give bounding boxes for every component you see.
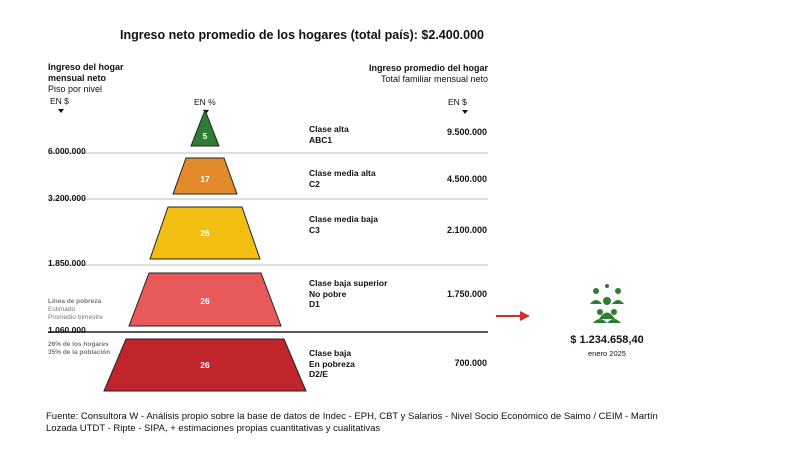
level-shape-4 — [128, 272, 282, 327]
level-name-4-line1: Clase baja superior — [309, 278, 388, 288]
level-shape-2 — [172, 157, 238, 195]
right-header-line1: Ingreso promedio del hogar — [368, 63, 488, 73]
level-pct-3: 26 — [200, 228, 210, 238]
poverty-share: 26% de los hogares 35% de la población — [48, 341, 110, 357]
callout-arrow-head-icon — [520, 311, 530, 321]
level-name-5: Clase baja En pobreza D2/E — [309, 348, 355, 380]
level-name-4: Clase baja superior No pobre D1 — [309, 278, 387, 310]
left-header-arrow-icon — [58, 109, 64, 113]
left-header-line3: Piso por nivel — [48, 84, 103, 94]
level-name-3-line1: Clase media baja — [309, 214, 378, 224]
level-name-3: Clase media baja C3 — [309, 214, 378, 235]
right-header-unit: EN $ — [448, 97, 467, 107]
left-header-unit: EN $ — [50, 96, 69, 106]
right-header-line2: Total familiar mensual neto — [380, 74, 488, 84]
right-header-arrow-icon — [462, 110, 468, 114]
left-header: Ingreso del hogar mensual neto Piso por … — [48, 62, 124, 113]
level-name-2-line1: Clase media alta — [309, 168, 376, 178]
poverty-share-line2: 35% de la población — [48, 349, 111, 356]
level-amount-1: 9.500.000 — [446, 127, 487, 137]
level-name-2: Clase media alta C2 — [309, 168, 376, 189]
poverty-note-line2: Estimado — [48, 306, 76, 313]
level-name-4-line3: D1 — [309, 299, 320, 309]
chart-title: Ingreso neto promedio de los hogares (to… — [120, 28, 484, 42]
poverty-share-line1: 26% de los hogares — [48, 341, 109, 348]
level-name-1-line1: Clase alta — [309, 124, 349, 134]
percent-header-label: EN % — [194, 97, 216, 107]
floor-label-4: 1.060.000 — [48, 325, 86, 335]
level-name-1-line2: ABC1 — [309, 134, 333, 145]
callout-date: enero 2025 — [588, 349, 626, 358]
level-name-3-line2: C3 — [309, 224, 320, 235]
level-name-5-line3: D2/E — [309, 369, 328, 379]
level-name-2-line2: C2 — [309, 178, 320, 189]
level-pct-2: 17 — [200, 174, 210, 184]
left-header-line2: mensual neto — [48, 73, 107, 83]
level-name-4-line2: No pobre — [309, 288, 347, 299]
floor-label-1: 6.000.000 — [48, 146, 86, 156]
floor-label-2: 3.200.000 — [48, 193, 86, 203]
level-name-1: Clase alta ABC1 — [309, 124, 349, 145]
level-name-5-line2: En pobreza — [309, 358, 355, 369]
source-note: Fuente: Consultora W - Análisis propio s… — [46, 411, 658, 434]
level-amount-4: 1.750.000 — [446, 289, 487, 299]
level-shape-5 — [103, 338, 307, 392]
right-header-unit-wrap: EN $ — [448, 97, 468, 114]
level-pct-5: 26 — [200, 360, 210, 370]
callout-amount: $ 1.234.658,40 — [570, 334, 644, 346]
level-pct-1: 5 — [203, 131, 208, 141]
level-shape-3 — [149, 206, 261, 260]
level-name-5-line1: Clase baja — [309, 348, 352, 358]
left-header-line1: Ingreso del hogar — [48, 62, 124, 72]
level-amount-2: 4.500.000 — [446, 174, 487, 184]
level-shape-1 — [190, 108, 220, 147]
poverty-note-line1: Línea de pobreza — [48, 298, 102, 305]
people-group-icon — [590, 284, 624, 323]
floor-label-3: 1.850.000 — [48, 258, 86, 268]
level-amount-5: 700.000 — [454, 358, 487, 368]
level-amount-3: 2.100.000 — [446, 225, 487, 235]
poverty-note-line3: Promedio trimestre — [48, 314, 103, 321]
right-header: Ingreso promedio del hogar Total familia… — [330, 63, 488, 85]
poverty-note: Línea de pobreza Estimado Promedio trime… — [48, 298, 103, 322]
level-pct-4: 26 — [200, 296, 210, 306]
